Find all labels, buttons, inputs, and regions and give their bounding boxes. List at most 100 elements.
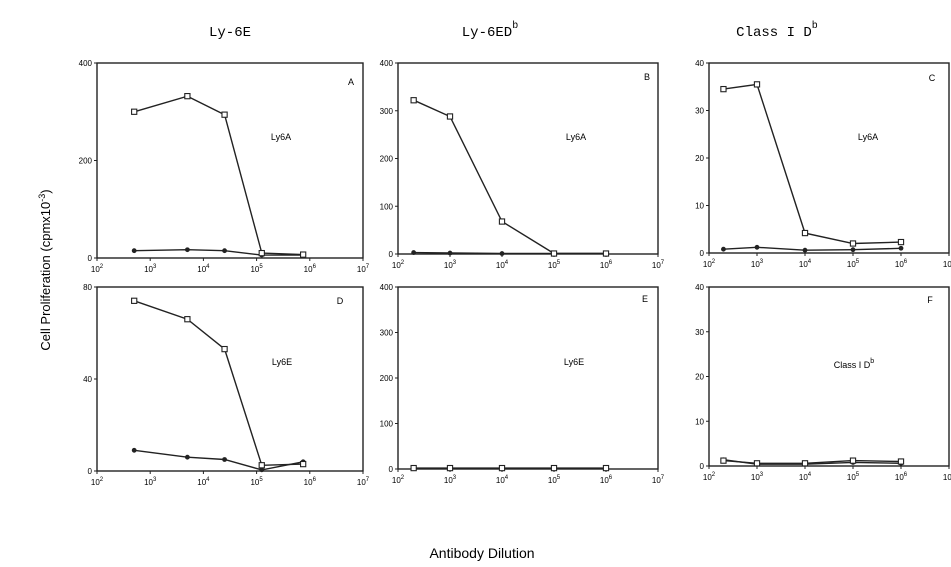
panel-d-open-square-point	[131, 297, 138, 304]
panel-e-x-tick-label: 102	[392, 475, 405, 485]
panel-a-open-square-point	[300, 251, 307, 258]
panel-f-open-square-point	[897, 458, 905, 465]
panel-c: 0 10 20 30 40 102 103 104 105 106 107 C Ly6A	[695, 59, 951, 269]
panel-f-annotation: Class I Db	[834, 358, 875, 370]
panel-a-filled-circle-point	[131, 248, 137, 254]
panel-a-x-tick-label: 105	[250, 264, 263, 274]
panel-c-x-tick-label: 103	[751, 259, 764, 269]
panel-c-filled-circle-point	[802, 247, 808, 253]
panel-a: 0 200 400 102 103 104 105 106 107 A Ly6A	[79, 59, 370, 274]
panel-b-annotation: Ly6A	[566, 132, 586, 142]
panel-a-open-square-point	[258, 249, 265, 257]
panel-f-y-tick-label: 0	[700, 462, 705, 471]
panel-a-filled-circle-point	[222, 248, 227, 254]
panel-d-open-square-line	[133, 300, 304, 467]
panel-c-filled-circle-point	[754, 244, 760, 250]
panel-f-y-tick-label: 10	[695, 417, 704, 426]
panel-d-y-tick-label: 80	[83, 283, 92, 292]
panel-e-x-tick-label: 105	[548, 475, 561, 485]
panel-c-filled-circle-point	[898, 245, 904, 251]
panel-c-x-tick-label: 104	[799, 259, 812, 269]
panel-d-x-tick-label: 107	[357, 477, 370, 487]
panel-e: 0 100 200 300 400 102 103 104 105 106 107 E Ly6E	[380, 283, 665, 485]
panel-d-open-square-point	[258, 462, 265, 469]
panel-b-x-tick-label: 107	[652, 260, 665, 270]
panel-f-open-square-point	[849, 457, 857, 464]
panel-c-open-square-point	[849, 240, 857, 247]
panel-e-open-square-point	[498, 464, 506, 472]
panel-c-open-square-point	[753, 81, 761, 88]
panel-c-letter: C	[929, 73, 936, 83]
panel-c-y-ticks: 0 10 20 30 40	[695, 59, 709, 258]
panel-b-x-ticks: 102 103 104 105 106 107	[392, 254, 665, 270]
panel-b-filled-circle-point	[411, 250, 417, 255]
panel-b-filled-circle-point	[447, 250, 453, 256]
panel-d-open-square-point	[300, 460, 307, 468]
panel-b-x-tick-label: 103	[444, 260, 457, 270]
panel-a-open-square-line	[134, 95, 304, 256]
panel-e-x-tick-label: 103	[444, 475, 457, 485]
panel-f-y-tick-label: 20	[695, 373, 704, 382]
panel-e-open-square-point	[410, 464, 417, 472]
panel-e-x-tick-label: 106	[600, 475, 613, 485]
panel-d-x-tick-label: 102	[91, 477, 104, 487]
panel-b-y-tick-label: 400	[380, 59, 394, 68]
panel-a-y-tick-label: 400	[79, 59, 93, 68]
panel-a-filled-circle-point	[184, 247, 190, 253]
panel-c-annotation: Ly6A	[858, 132, 878, 142]
panel-d-filled-circle-point	[259, 467, 265, 473]
panel-d-series	[131, 297, 307, 473]
panel-c-open-square-point	[801, 229, 809, 237]
panel-b-frame	[397, 62, 659, 255]
panel-f-open-square-point	[753, 460, 761, 467]
panel-a-letter: A	[348, 77, 354, 87]
panel-d-open-square-point	[184, 316, 191, 323]
panel-b-filled-circle-point	[499, 251, 505, 256]
panel-f-y-tick-label: 40	[695, 283, 704, 292]
panel-d-open-square-point	[221, 345, 228, 353]
panel-e-x-tick-label: 107	[652, 475, 665, 485]
panel-d-y-tick-label: 0	[88, 467, 93, 476]
panel-f-x-tick-label: 104	[799, 472, 812, 482]
panel-c-y-tick-label: 0	[700, 249, 705, 258]
panel-a-frame	[96, 62, 364, 259]
panel-c-y-tick-label: 40	[695, 59, 704, 68]
panel-d-x-tick-label: 105	[250, 477, 263, 487]
x-axis-label: Antibody Dilution	[429, 545, 534, 561]
panel-b-open-square-point	[602, 250, 610, 257]
panel-a-y-tick-label: 200	[79, 157, 93, 166]
panel-b-y-tick-label: 100	[380, 202, 394, 211]
panel-b-open-square-point	[550, 250, 558, 257]
panel-e-y-tick-label: 100	[380, 420, 394, 429]
panel-d-x-ticks: 102 103 104 105 106 107	[91, 471, 370, 487]
panel-b-open-square-line	[413, 99, 606, 255]
panel-a-x-tick-label: 102	[91, 264, 104, 274]
panel-b-open-square-point	[498, 218, 506, 225]
panel-b-x-tick-label: 106	[600, 260, 613, 270]
panel-e-y-ticks: 0 100 200 300 400	[380, 283, 398, 474]
column-title-3: Class I Db	[736, 20, 818, 41]
panel-e-letter: E	[642, 294, 648, 304]
panel-a-open-square-point	[221, 111, 228, 118]
panel-c-open-square-line	[723, 83, 902, 245]
panel-f: 0 10 20 30 40 102 103 104 105 106 107 F Class I D…	[695, 283, 951, 482]
panel-a-open-square-point	[131, 108, 138, 115]
panel-c-y-tick-label: 10	[695, 202, 704, 211]
panel-f-x-tick-label: 102	[703, 472, 716, 482]
panel-a-x-ticks: 102 103 104 105 106 107	[91, 258, 370, 274]
panel-f-x-tick-label: 107	[943, 472, 951, 482]
panel-f-x-tick-label: 106	[895, 472, 908, 482]
panel-e-frame	[397, 286, 659, 470]
y-axis-label: Cell Proliferation (cpmx10-3)	[37, 189, 53, 350]
panel-d-filled-circle-point	[222, 457, 227, 462]
panel-f-open-square-point	[720, 457, 727, 464]
panel-c-x-tick-label: 105	[847, 259, 860, 269]
panel-c-y-tick-label: 30	[695, 107, 704, 116]
panel-f-letter: F	[927, 295, 933, 305]
panel-f-series	[720, 457, 905, 467]
panel-c-filled-circle-point	[721, 246, 726, 252]
panel-e-y-tick-label: 0	[389, 465, 394, 474]
panel-f-y-tick-label: 30	[695, 328, 704, 337]
panel-b-y-tick-label: 0	[389, 250, 394, 259]
column-title-2: Ly-6EDb	[462, 20, 518, 41]
